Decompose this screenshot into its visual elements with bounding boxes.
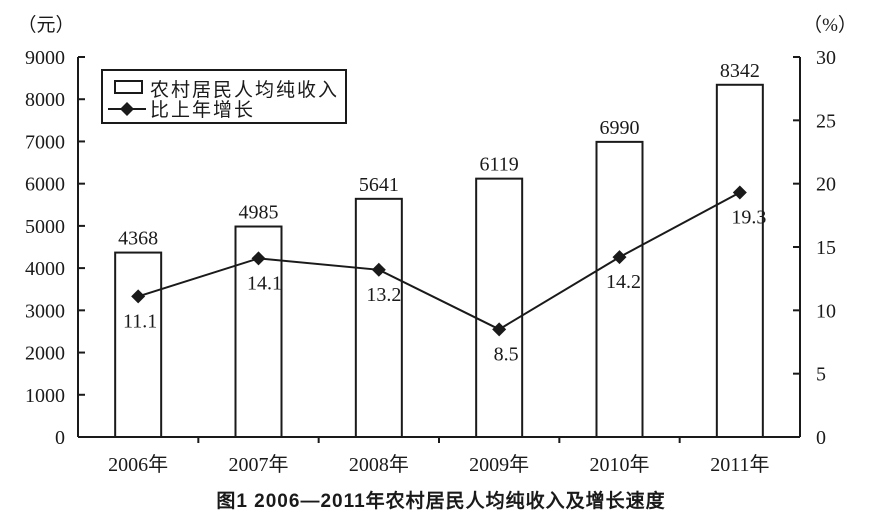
legend-label-income: 农村居民人均纯收入 xyxy=(150,79,339,101)
growth-value-label: 11.1 xyxy=(123,310,157,332)
bar-2006年 xyxy=(114,251,163,438)
x-category-label: 2008年 xyxy=(349,453,409,476)
x-category-label: 2011年 xyxy=(710,453,769,476)
right-axis-tick-label: 15 xyxy=(816,237,836,259)
growth-point-2011年 xyxy=(732,185,747,200)
growth-point-2008年 xyxy=(371,262,386,277)
right-axis-tick-label: 20 xyxy=(816,174,836,196)
legend: 农村居民人均纯收入 比上年增长 xyxy=(101,69,347,124)
bar-value-label: 5641 xyxy=(359,174,399,196)
bar-2008年 xyxy=(354,197,403,438)
bar-value-label: 8342 xyxy=(720,60,760,82)
left-axis-tick-label: 7000 xyxy=(25,131,65,153)
legend-box xyxy=(101,69,347,124)
left-axis-tick-label: 3000 xyxy=(25,300,65,322)
left-axis-tick-label: 4000 xyxy=(25,258,65,280)
growth-value-label: 8.5 xyxy=(494,343,519,365)
bar-value-label: 4985 xyxy=(239,202,279,224)
growth-point-2006年 xyxy=(131,289,146,304)
bar-2009年 xyxy=(475,177,524,439)
growth-point-2009年 xyxy=(492,322,507,337)
x-category-label: 2006年 xyxy=(108,453,168,476)
right-axis-unit-label: （%） xyxy=(803,14,857,36)
growth-line xyxy=(137,191,741,331)
growth-point-2007年 xyxy=(251,251,266,266)
bar-2010年 xyxy=(595,140,644,438)
bar-value-label: 6990 xyxy=(600,117,640,139)
right-axis-tick-label: 25 xyxy=(816,110,836,132)
bar-series-symbol-icon xyxy=(114,80,143,94)
left-axis-tick-label: 1000 xyxy=(25,385,65,407)
left-axis-tick-label: 6000 xyxy=(25,174,65,196)
left-axis-tick-label: 9000 xyxy=(25,47,65,69)
growth-value-label: 14.1 xyxy=(247,272,282,294)
right-axis-tick-label: 0 xyxy=(816,427,826,449)
x-category-label: 2007年 xyxy=(229,453,289,476)
left-axis-unit-label: （元） xyxy=(17,14,74,36)
right-axis-tick-label: 30 xyxy=(816,47,836,69)
right-axis-tick-label: 10 xyxy=(816,300,836,322)
left-axis-tick-label: 0 xyxy=(55,427,65,449)
left-axis-tick-label: 5000 xyxy=(25,216,65,238)
growth-value-label: 19.3 xyxy=(731,207,766,229)
growth-value-label: 13.2 xyxy=(366,284,401,306)
x-category-label: 2009年 xyxy=(469,453,529,476)
bar-value-label: 4368 xyxy=(118,228,158,250)
left-axis-tick-label: 2000 xyxy=(25,343,65,365)
figure-caption: 图1 2006—2011年农村居民人均纯收入及增长速度 xyxy=(216,489,665,512)
bar-value-label: 6119 xyxy=(480,154,519,176)
growth-value-label: 14.2 xyxy=(606,271,641,293)
right-axis-tick-label: 5 xyxy=(816,364,826,386)
diamond-marker-icon xyxy=(120,102,134,116)
growth-point-2010年 xyxy=(612,250,627,265)
chart-marks: 0 1000 2000 3000 4000 5000 6000 7000 8000 9000 0 5 1… xyxy=(25,47,836,476)
left-axis-tick-label: 8000 xyxy=(25,89,65,111)
legend-label-growth: 比上年增长 xyxy=(150,99,255,121)
x-category-label: 2010年 xyxy=(590,453,650,476)
bar-2011年 xyxy=(715,83,764,438)
